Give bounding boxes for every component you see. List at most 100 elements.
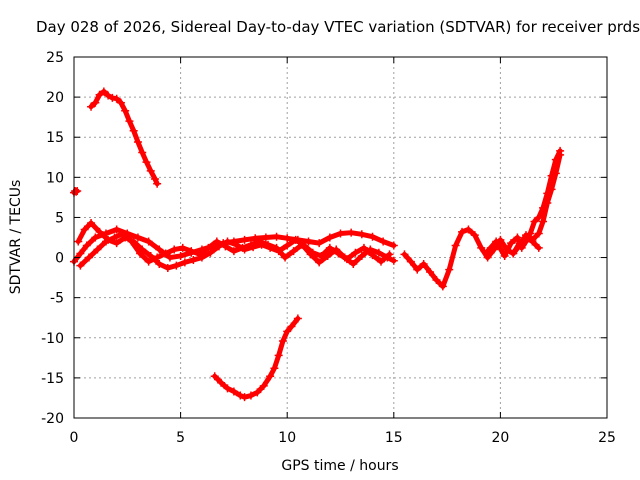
data-point <box>500 251 509 260</box>
data-point <box>406 257 415 266</box>
data-point <box>432 276 441 285</box>
data-point <box>389 256 398 265</box>
data-point <box>119 229 128 238</box>
data-point <box>112 225 121 234</box>
data-point <box>270 364 279 373</box>
data-point <box>91 233 100 242</box>
series-arc-late-wave <box>400 225 543 291</box>
data-point <box>80 225 89 234</box>
x-tick-label: 20 <box>491 430 509 446</box>
data-point <box>72 187 81 196</box>
data-point <box>155 245 164 254</box>
chart-title: Day 028 of 2026, Sidereal Day-to-day VTE… <box>36 18 640 36</box>
data-point <box>136 249 145 258</box>
data-point <box>238 243 247 252</box>
data-point <box>95 227 104 236</box>
data-point <box>359 243 368 252</box>
series-arc-zero-band-c <box>76 229 398 270</box>
data-series <box>70 87 565 402</box>
data-point <box>240 393 249 402</box>
data-point <box>349 259 358 268</box>
data-point <box>104 91 113 100</box>
data-point <box>116 98 125 107</box>
series-band <box>212 316 301 400</box>
data-point <box>507 239 516 248</box>
data-point <box>138 148 147 157</box>
data-point <box>73 186 82 195</box>
data-point <box>283 234 292 243</box>
data-point <box>513 233 522 242</box>
x-tick-label: 15 <box>385 430 403 446</box>
series-arc-low-trough <box>210 314 302 402</box>
data-point <box>274 351 283 360</box>
data-point <box>129 126 138 135</box>
data-point <box>419 259 428 268</box>
data-point <box>161 249 170 258</box>
data-point <box>87 219 96 228</box>
data-point <box>556 150 565 159</box>
data-point <box>142 158 151 167</box>
data-point <box>93 245 102 254</box>
data-point <box>153 253 162 262</box>
data-point <box>172 261 181 270</box>
data-point <box>438 282 447 291</box>
data-point <box>366 245 375 254</box>
data-point <box>298 240 307 249</box>
series-arc-late-rise-b <box>509 150 565 258</box>
data-point <box>458 227 467 236</box>
data-point <box>127 237 136 246</box>
data-point <box>229 387 238 396</box>
data-point <box>383 253 392 262</box>
data-point <box>528 235 537 244</box>
data-point <box>259 381 268 390</box>
data-point <box>261 233 270 242</box>
data-point <box>87 102 96 111</box>
data-point <box>146 166 155 175</box>
y-axis-label: SDTVAR / TECUs <box>8 180 24 295</box>
data-point <box>163 263 172 272</box>
data-point <box>108 93 117 102</box>
data-point <box>223 384 232 393</box>
data-point <box>389 241 398 250</box>
data-point <box>255 237 264 246</box>
data-point <box>464 225 473 234</box>
y-tick-label: 0 <box>55 251 64 267</box>
data-point <box>221 242 230 251</box>
data-point <box>91 98 100 107</box>
data-point <box>112 94 121 103</box>
data-point <box>351 248 360 257</box>
x-tick-label: 5 <box>176 430 185 446</box>
data-point <box>264 240 273 249</box>
y-tick-label: -20 <box>41 411 64 427</box>
data-point <box>539 217 548 226</box>
data-point <box>153 179 162 188</box>
data-point <box>377 257 386 266</box>
data-point <box>306 250 315 259</box>
data-point <box>315 258 324 267</box>
data-point <box>304 237 313 246</box>
data-point <box>112 239 121 248</box>
data-point <box>74 237 83 246</box>
data-point <box>144 237 153 246</box>
data-point <box>492 237 501 246</box>
data-point <box>217 378 226 387</box>
data-point <box>204 243 213 252</box>
data-point <box>509 249 518 258</box>
data-point <box>240 235 249 244</box>
data-point <box>165 253 174 262</box>
data-point <box>223 237 232 246</box>
data-point <box>323 251 332 260</box>
data-point <box>451 241 460 250</box>
data-point <box>110 233 119 242</box>
data-point <box>368 232 377 241</box>
y-tick-label: -10 <box>41 331 64 347</box>
data-point <box>477 243 486 252</box>
series-band <box>77 230 397 269</box>
series-arc-descending-high <box>87 87 162 188</box>
data-point <box>336 229 345 238</box>
data-point <box>283 327 292 336</box>
data-point <box>521 231 530 240</box>
data-point <box>95 90 104 99</box>
data-point <box>272 243 281 252</box>
